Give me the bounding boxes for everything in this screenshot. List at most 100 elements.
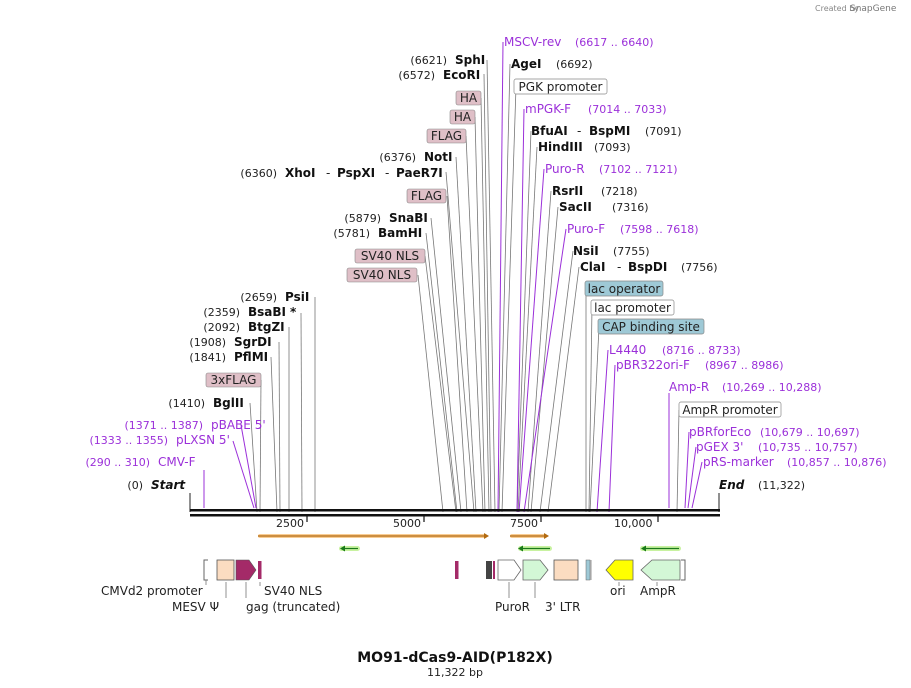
- feature-cmvd2-promoter[interactable]: [203, 559, 208, 581]
- site-pos: (2659): [240, 291, 277, 304]
- feature-sv40-nls[interactable]: [455, 561, 459, 579]
- primer-pos: (290 .. 310): [85, 456, 150, 469]
- primer-cmv-f[interactable]: (290 .. 310) CMV-F: [85, 455, 195, 469]
- primer-name: pBRforEco: [689, 425, 751, 439]
- feature-box-cap-binding-site[interactable]: CAP binding site: [597, 318, 705, 335]
- site-name: BsaBI: [248, 305, 286, 319]
- feature-ampr-promoter[interactable]: [681, 559, 686, 581]
- primer-puro-f[interactable]: Puro-F (7598 .. 7618): [567, 222, 699, 236]
- feature-ampr[interactable]: [640, 559, 681, 581]
- feature-box-label: AmpR promoter: [682, 403, 777, 417]
- feature-lac-region[interactable]: [585, 559, 591, 581]
- primer-pbrforeco[interactable]: pBRforEco (10,679 .. 10,697): [689, 425, 860, 439]
- site-pos: (2092): [203, 321, 240, 334]
- feature-tag-small[interactable]: [493, 561, 495, 579]
- primer-pgex3[interactable]: pGEX 3' (10,735 .. 10,757): [696, 440, 858, 454]
- primer-l4440[interactable]: L4440 (8716 .. 8733): [609, 343, 741, 357]
- primer-pos: (8716 .. 8733): [662, 344, 741, 357]
- site-name-3: PaeR7I: [396, 166, 443, 180]
- site-xhoi[interactable]: (6360) XhoI - PspXI - PaeR7I: [240, 166, 442, 180]
- feature-ltr-5[interactable]: [216, 559, 235, 581]
- feature-box-ha-2[interactable]: HA: [449, 109, 476, 125]
- site-name: PsiI: [285, 290, 309, 304]
- feature-box-label: PGK promoter: [519, 80, 603, 94]
- primer-pbr322ori-f[interactable]: pBR322ori-F (8967 .. 8986): [616, 358, 784, 372]
- feature-box-ha-1[interactable]: HA: [455, 90, 482, 106]
- site-hindiii[interactable]: HindIII (7093): [538, 140, 631, 154]
- label-ori: ori: [610, 584, 626, 598]
- tick-2500: 2500: [276, 517, 304, 530]
- primer-pbabe5[interactable]: (1371 .. 1387) pBABE 5': [124, 418, 265, 432]
- site-name-2: BspMI: [589, 124, 630, 138]
- feature-ori[interactable]: [605, 559, 634, 581]
- feature-box-label: lac promoter: [594, 301, 671, 315]
- site-btgzi[interactable]: (2092) BtgZI: [203, 320, 284, 334]
- feature-box-ampr-promoter[interactable]: AmpR promoter: [678, 401, 782, 418]
- primer-pos: (7014 .. 7033): [588, 103, 667, 116]
- site-pflmi[interactable]: (1841) PflMI: [189, 350, 268, 364]
- primer-puro-r[interactable]: Puro-R (7102 .. 7121): [545, 162, 678, 176]
- start-pos: (0): [127, 479, 143, 492]
- orf-reverse-3[interactable]: [640, 545, 681, 552]
- site-bsabi[interactable]: (2359) BsaBI *: [203, 305, 297, 319]
- orf-puror[interactable]: [510, 533, 549, 539]
- site-pos: (1410): [168, 397, 205, 410]
- feature-box-sv40-nls-1[interactable]: SV40 NLS: [354, 248, 426, 264]
- primer-name: pGEX 3': [696, 440, 743, 454]
- feature-box-label: FLAG: [411, 189, 442, 203]
- feature-gag-truncated[interactable]: [235, 559, 257, 581]
- feature-pgk-promoter[interactable]: [497, 559, 522, 581]
- primer-pos: (10,857 .. 10,876): [787, 456, 887, 469]
- site-name-2: PspXI: [337, 166, 375, 180]
- orf-dcas9[interactable]: [258, 533, 489, 539]
- orf-reverse-2[interactable]: [518, 545, 552, 552]
- site-name: EcoRI: [443, 68, 480, 82]
- site-nsii[interactable]: NsiI (7755): [573, 244, 650, 258]
- site-sphi[interactable]: (6621) SphI: [410, 53, 485, 67]
- feature-tags[interactable]: [486, 561, 492, 579]
- primer-pos: (6617 .. 6640): [575, 36, 654, 49]
- site-psii[interactable]: (2659) PsiI: [240, 290, 309, 304]
- site-agei[interactable]: AgeI (6692): [511, 57, 593, 71]
- label-mesv-psi: MESV Ψ: [172, 600, 219, 614]
- primer-prs-marker[interactable]: pRS-marker (10,857 .. 10,876): [703, 455, 887, 469]
- site-noti[interactable]: (6376) NotI: [379, 150, 452, 164]
- feature-box-lac-promoter[interactable]: lac promoter: [590, 299, 675, 316]
- site-star: *: [290, 305, 297, 319]
- feature-ltr-3[interactable]: [553, 559, 579, 581]
- site-snabi[interactable]: (5879) SnaBI: [344, 211, 427, 225]
- primer-pos: (1333 .. 1355): [89, 434, 168, 447]
- site-bamhi[interactable]: (5781) BamHI: [333, 226, 422, 240]
- feature-box-3xflag[interactable]: 3xFLAG: [205, 372, 262, 388]
- label-3-ltr: 3' LTR: [545, 600, 580, 614]
- feature-box-pgk-promoter[interactable]: PGK promoter: [513, 78, 608, 95]
- primer-pos: (7598 .. 7618): [620, 223, 699, 236]
- site-rsrii[interactable]: RsrII (7218): [552, 184, 638, 198]
- site-name: RsrII: [552, 184, 583, 198]
- site-pos: (7756): [681, 261, 718, 274]
- primer-plxsn5[interactable]: (1333 .. 1355) pLXSN 5': [89, 433, 229, 447]
- primer-pos: (10,679 .. 10,697): [760, 426, 860, 439]
- site-name: HindIII: [538, 140, 583, 154]
- feature-puror[interactable]: [522, 559, 549, 581]
- site-bglii[interactable]: (1410) BglII: [168, 396, 243, 410]
- feature-3xflag[interactable]: [258, 561, 262, 579]
- orf-reverse-1[interactable]: [339, 545, 360, 552]
- feature-box-flag-2[interactable]: FLAG: [406, 188, 447, 204]
- primer-amp-r[interactable]: Amp-R (10,269 .. 10,288): [669, 380, 822, 394]
- feature-box-lac-operator[interactable]: lac operator: [584, 280, 664, 297]
- primer-name: CMV-F: [158, 455, 196, 469]
- label-sv40-nls: SV40 NLS: [264, 584, 322, 598]
- primer-lines-left: [203, 424, 257, 509]
- primer-mscv-rev[interactable]: MSCV-rev (6617 .. 6640): [504, 35, 654, 49]
- feature-box-flag-1[interactable]: FLAG: [426, 128, 467, 144]
- end-pos: (11,322): [758, 479, 805, 492]
- site-sacii[interactable]: SacII (7316): [559, 200, 649, 214]
- site-bfuai[interactable]: BfuAI - BspMI (7091): [531, 124, 682, 138]
- primer-mpgk-f[interactable]: mPGK-F (7014 .. 7033): [525, 102, 667, 116]
- site-clai[interactable]: ClaI - BspDI (7756): [580, 260, 718, 274]
- feature-box-sv40-nls-2[interactable]: SV40 NLS: [346, 267, 418, 283]
- site-name: BtgZI: [248, 320, 285, 334]
- site-sgrdi[interactable]: (1908) SgrDI: [189, 335, 271, 349]
- site-ecori[interactable]: (6572) EcoRI: [398, 68, 480, 82]
